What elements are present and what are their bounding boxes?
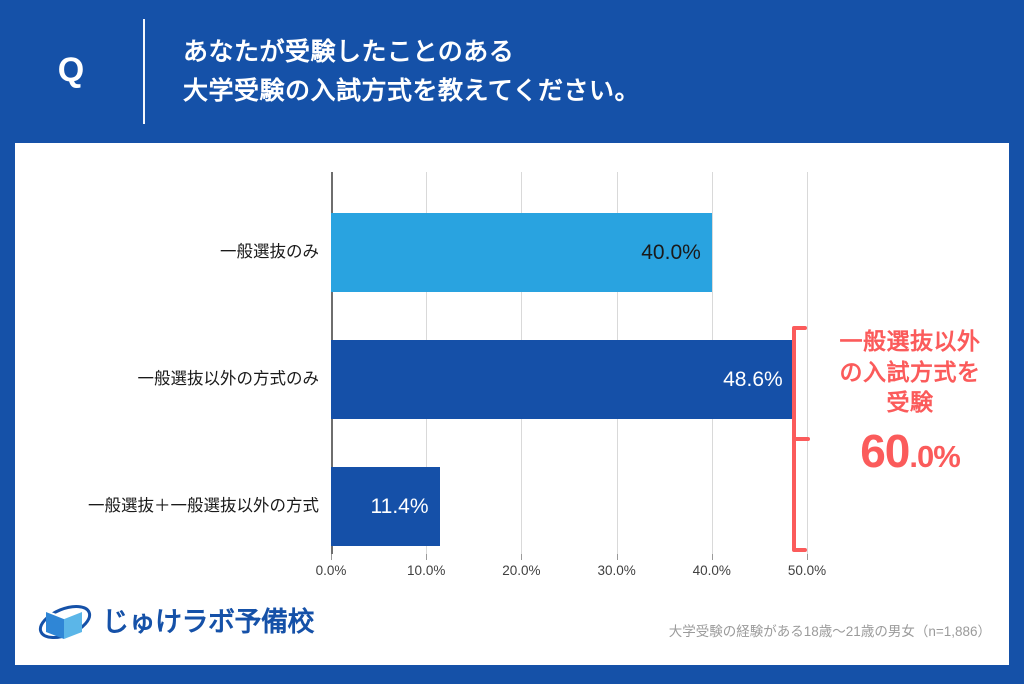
- callout-label-line-1: 一般選抜以外: [839, 328, 981, 354]
- page-title: あなたが受験したことのある 大学受験の入試方式を教えてください。: [145, 33, 640, 111]
- x-axis-tick-label: 30.0%: [597, 563, 636, 578]
- x-axis-tick-label: 50.0%: [787, 563, 827, 578]
- x-axis-tick-label: 0.0%: [315, 563, 347, 578]
- x-axis-tick: [331, 554, 332, 560]
- x-axis-tick-label: 20.0%: [502, 563, 541, 578]
- x-axis-tick-label: 40.0%: [692, 563, 731, 578]
- callout-label-line-2: の入試方式を: [839, 358, 981, 385]
- brand-logo[interactable]: じゅけラボ予備校: [37, 599, 315, 645]
- x-axis-tick: [521, 554, 523, 560]
- x-axis-tick: [711, 554, 713, 560]
- y-axis-category-label: 一般選抜＋一般選抜以外の方式: [88, 496, 319, 515]
- bar: 40.0%: [331, 213, 712, 292]
- x-axis-tick-label: 10.0%: [407, 563, 446, 578]
- header-banner: Q あなたが受験したことのある 大学受験の入試方式を教えてください。: [0, 0, 1024, 143]
- x-axis-tick: [616, 554, 618, 560]
- x-axis-tick: [426, 554, 428, 560]
- callout-bracket-icon: [792, 326, 810, 552]
- callout: 一般選抜以外 の入試方式を 受験 60.0%: [810, 326, 1010, 474]
- card-footer: じゅけラボ予備校 大学受験の経験がある18歳〜21歳の男女（n=1,886）: [15, 583, 1009, 665]
- x-axis-tick: [807, 554, 808, 560]
- brand-logo-text: じゅけラボ予備校: [102, 606, 315, 637]
- bar-value-label: 11.4%: [370, 495, 429, 518]
- page-title-line-1: あなたが受験したことのある: [183, 37, 515, 66]
- y-axis-category-label: 一般選抜以外の方式のみ: [137, 369, 320, 388]
- callout-label-line-3: 受験: [886, 389, 934, 416]
- page-title-line-2: 大学受験の入試方式を教えてください。: [183, 76, 641, 105]
- callout-value-integer: 60: [860, 424, 910, 477]
- bar-value-label: 40.0%: [641, 241, 701, 264]
- callout-value-decimal: .0%: [909, 438, 960, 474]
- content-card: 0.0% 10.0% 20.0% 30.0% 40.0% 50.0% 一般選抜のみ一般選抜…: [15, 143, 1009, 665]
- bar-value-label: 48.6%: [723, 368, 783, 391]
- bar-chart: 0.0% 10.0% 20.0% 30.0% 40.0% 50.0% 一般選抜のみ一般選抜…: [15, 143, 1009, 583]
- header-divider: [143, 19, 145, 124]
- survey-sample-note: 大学受験の経験がある18歳〜21歳の男女（n=1,886）: [668, 624, 991, 639]
- bar: 48.6%: [331, 340, 794, 419]
- gridline: [807, 172, 808, 554]
- callout-value: 60.0%: [810, 428, 1010, 474]
- y-axis-category-label: 一般選抜のみ: [220, 242, 319, 261]
- callout-label: 一般選抜以外 の入試方式を 受験: [810, 326, 1010, 418]
- question-badge: Q: [57, 50, 86, 89]
- bar: 11.4%: [331, 467, 440, 546]
- book-orbit-icon: [38, 605, 92, 639]
